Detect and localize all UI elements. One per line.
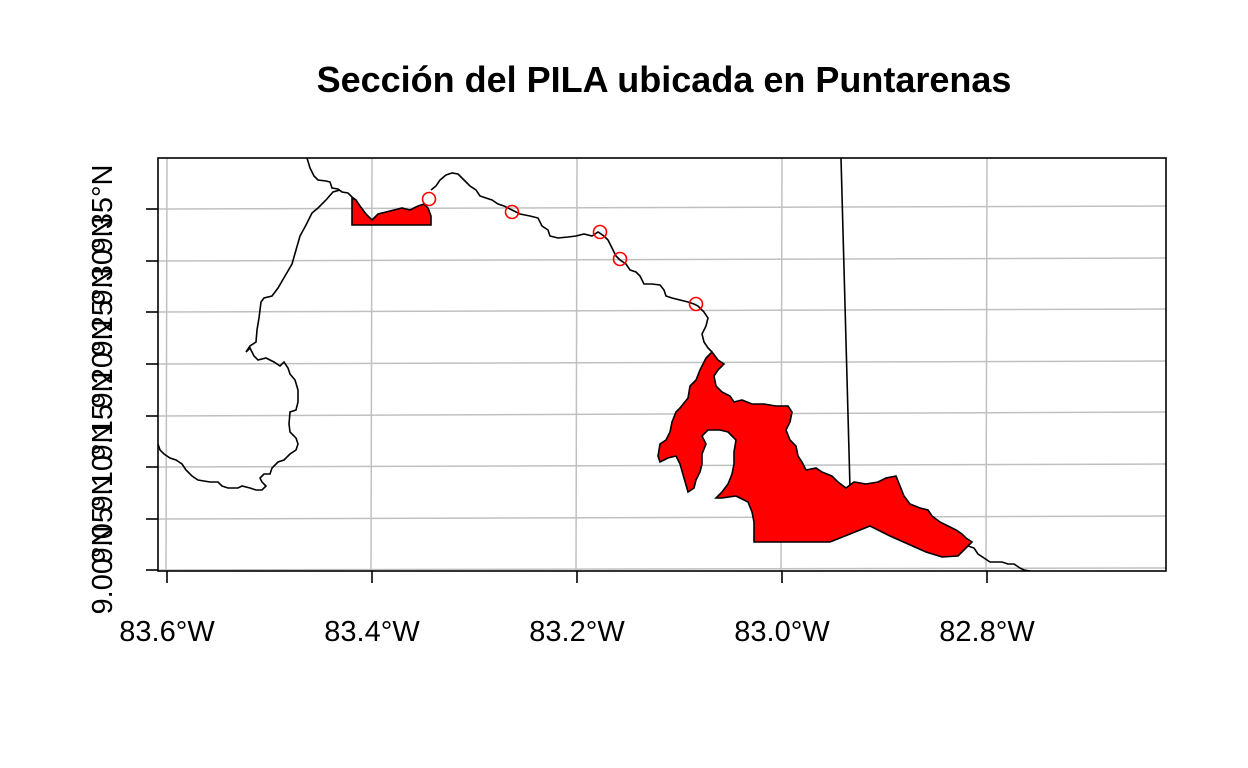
y-tick-label: 9.20°N <box>87 320 119 409</box>
grid-line-lat-9.10 <box>157 463 1167 468</box>
grid-line-lat-9.25 <box>157 308 1167 313</box>
x-tick-labels: 83.6°W 83.4°W 83.2°W 83.0°W 82.8°W <box>119 616 1035 648</box>
pila-north-section <box>351 196 432 226</box>
y-tick-label: 9.30°N <box>87 217 119 306</box>
point-marker <box>504 204 520 220</box>
axis-ticks <box>146 208 988 583</box>
grid-line-lat-9.35 <box>157 205 1167 210</box>
grid-line-lat-9.30 <box>157 257 1167 262</box>
grid-line-lat-9.00 <box>157 567 1167 571</box>
grid-line-lat-9.15 <box>157 411 1167 417</box>
park-polygons <box>351 196 974 558</box>
map-title: Sección del PILA ubicada en Puntarenas <box>316 59 1012 100</box>
point-marker <box>421 191 437 207</box>
provincial-line <box>840 157 851 489</box>
x-tick-label: 83.2°W <box>529 616 625 648</box>
grid-line-lon-82.8 <box>985 157 988 572</box>
boundary-line-coast <box>430 172 713 353</box>
point-marker <box>612 251 628 267</box>
y-tick-label: 9.00°N <box>87 526 119 615</box>
y-tick-label: 9.15°N <box>87 372 119 461</box>
boundary-line-southeast <box>967 545 1031 572</box>
grid-line-lat-9.20 <box>157 360 1167 365</box>
boundary-line-west <box>157 157 357 491</box>
grid-line-lat-9.05 <box>157 515 1167 520</box>
y-tick-label: 9.10°N <box>87 423 119 512</box>
x-tick-label: 82.8°W <box>939 616 1035 648</box>
grid-line-lon-83.2 <box>575 157 578 572</box>
grid-line-lon-83.4 <box>370 157 373 572</box>
x-tick-label: 83.0°W <box>734 616 830 648</box>
point-markers <box>421 191 704 312</box>
pila-main-section <box>657 350 974 558</box>
y-tick-label: 9.25°N <box>87 268 119 357</box>
y-tick-label: 9.05°N <box>87 475 119 564</box>
graticule <box>157 157 1167 572</box>
x-tick-label: 83.4°W <box>324 616 420 648</box>
y-tick-labels: 9.00°N 9.05°N 9.10°N 9.15°N 9.20°N 9.25°… <box>87 165 119 615</box>
y-tick-label: 9.35°N <box>87 165 119 254</box>
point-marker <box>592 224 608 240</box>
x-tick-label: 83.6°W <box>119 616 215 648</box>
point-marker <box>688 296 704 312</box>
